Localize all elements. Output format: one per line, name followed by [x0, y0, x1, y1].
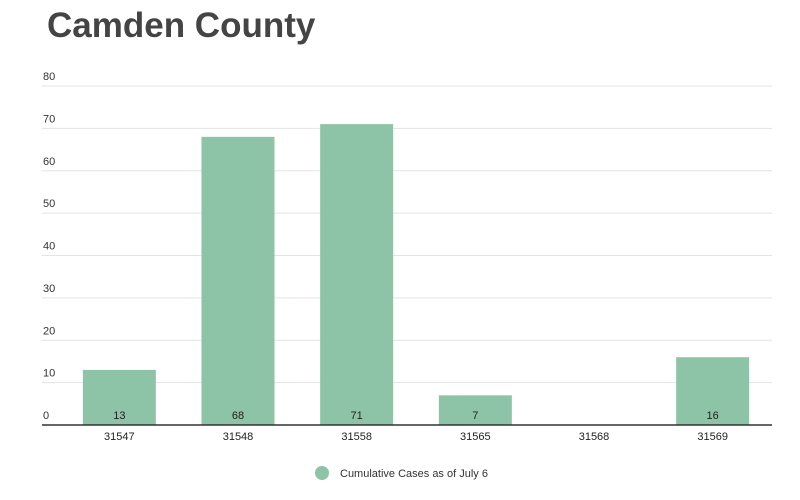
y-tick-label: 40: [43, 241, 55, 253]
bar: [676, 357, 750, 425]
x-tick-label: 31569: [697, 431, 728, 443]
data-label: 7: [472, 410, 478, 422]
x-tick-label: 31558: [341, 431, 372, 443]
y-tick-label: 0: [43, 410, 49, 422]
y-tick-label: 50: [43, 198, 55, 210]
y-tick-label: 10: [43, 368, 55, 380]
data-label: 71: [351, 410, 363, 422]
chart-title: Camden County: [47, 6, 316, 45]
legend-label: Cumulative Cases as of July 6: [340, 468, 488, 480]
x-tick-label: 31548: [223, 431, 254, 443]
y-tick-label: 70: [43, 113, 55, 125]
y-tick-label: 80: [43, 71, 55, 83]
data-label: 68: [232, 410, 244, 422]
legend-marker: [315, 466, 329, 480]
bar: [438, 395, 512, 425]
bar: [201, 136, 275, 425]
y-tick-label: 20: [43, 325, 55, 337]
x-tick-label: 31565: [460, 431, 491, 443]
bar: [320, 124, 394, 425]
bar: [82, 369, 156, 425]
x-tick-label: 31568: [579, 431, 610, 443]
y-tick-label: 30: [43, 283, 55, 295]
data-label: 13: [113, 410, 125, 422]
y-tick-label: 60: [43, 156, 55, 168]
data-label: 16: [707, 410, 719, 422]
x-tick-label: 31547: [104, 431, 135, 443]
